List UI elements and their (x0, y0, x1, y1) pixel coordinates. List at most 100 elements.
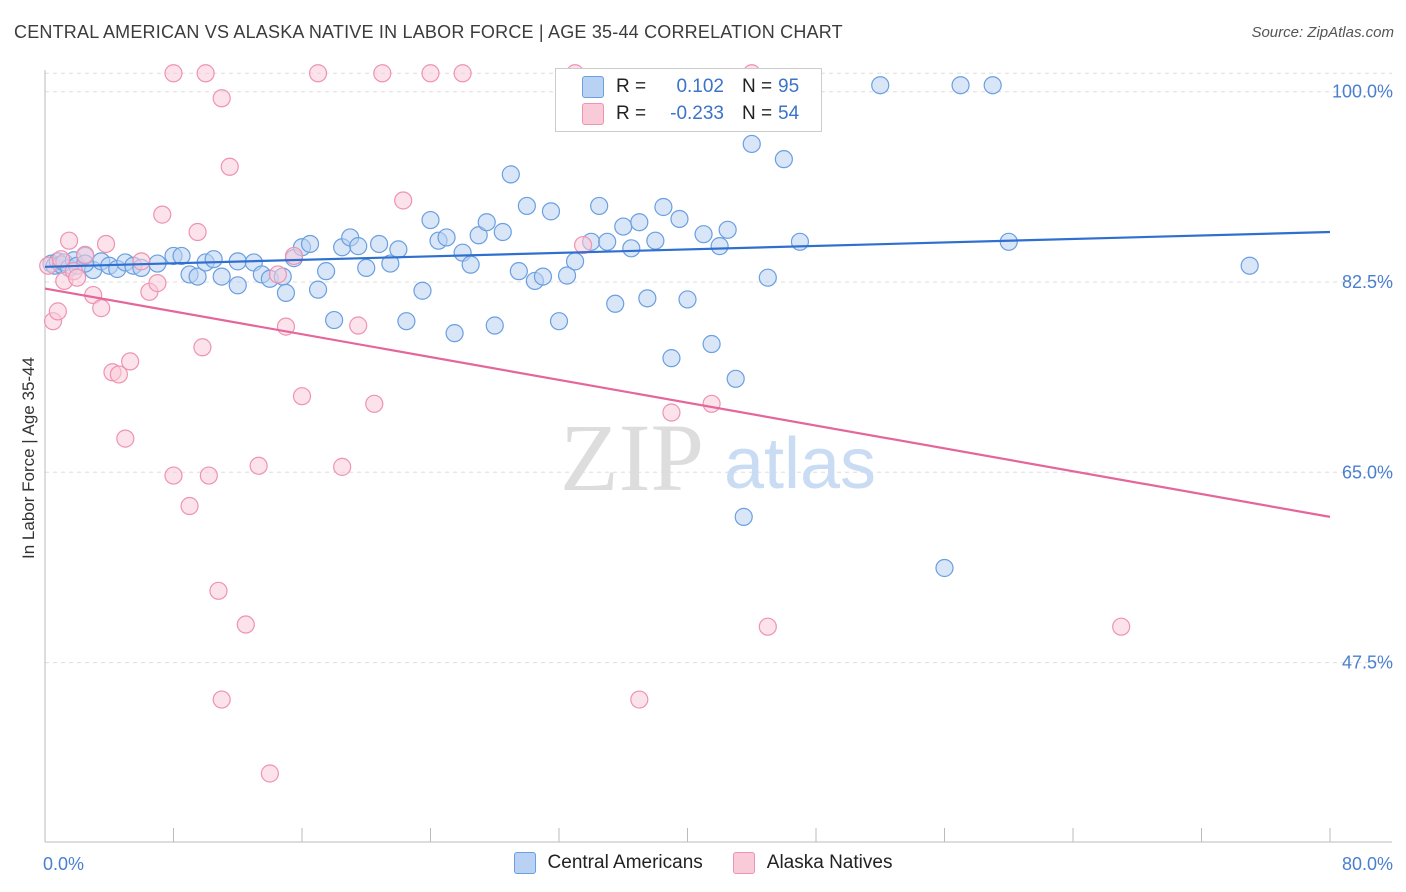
chart-title: CENTRAL AMERICAN VS ALASKA NATIVE IN LAB… (14, 22, 843, 42)
trend-line-alaska-natives (44, 287, 1331, 518)
legend-n-label: N = (742, 103, 773, 124)
data-point (710, 237, 729, 256)
trend-lines (44, 230, 1331, 518)
data-point (533, 267, 553, 286)
data-point (1112, 617, 1131, 636)
correlation-legend: R = 0.102 N = 95 R = -0.233 N = 54 (555, 68, 822, 132)
tick-labels: 47.5% 65.0% 82.5% 100.0% 0.0% 80.0% (43, 82, 1393, 874)
y-tick-label: 65.0% (1342, 462, 1393, 482)
data-point (951, 76, 970, 95)
data-point (469, 226, 488, 245)
data-point (501, 165, 520, 184)
data-point (662, 403, 681, 422)
data-point (983, 76, 1002, 95)
data-point (598, 232, 617, 251)
legend-r-label: R = (616, 76, 647, 97)
data-point (742, 134, 761, 154)
data-point (461, 255, 480, 274)
trend-line-central-americans (44, 230, 1331, 268)
data-point (76, 245, 95, 264)
data-point (654, 197, 673, 217)
data-point (614, 217, 633, 236)
legend-row-central-americans: R = 0.102 N = 95 (582, 74, 799, 100)
data-point (236, 615, 255, 634)
legend-swatch-blue (582, 76, 604, 98)
y-tick-label: 47.5% (1342, 653, 1393, 673)
data-point (453, 64, 472, 83)
data-point (565, 252, 585, 271)
data-point (718, 220, 737, 239)
data-point (517, 196, 536, 216)
legend-r-value: -0.233 (670, 103, 724, 124)
gridlines (45, 72, 1392, 664)
data-point (349, 237, 368, 256)
watermark: ZIP atlas (560, 404, 876, 511)
legend-n-value: 54 (778, 103, 800, 124)
data-point (477, 213, 496, 232)
data-point (413, 281, 432, 300)
data-point (678, 290, 697, 309)
data-point (397, 312, 416, 331)
data-point (373, 64, 392, 83)
data-point (209, 581, 228, 600)
x-tick-label: 0.0% (43, 854, 84, 874)
data-point (389, 240, 408, 259)
data-point (48, 302, 67, 321)
data-point (196, 64, 215, 83)
data-point (164, 466, 183, 485)
data-point (357, 258, 376, 277)
legend-label: Alaska Natives (766, 852, 893, 873)
legend-swatch-blue (513, 852, 536, 874)
data-point (493, 222, 512, 242)
data-point (630, 213, 649, 232)
data-point (935, 558, 954, 578)
data-point (68, 268, 87, 287)
watermark-zip: ZIP (560, 404, 704, 511)
data-point (333, 457, 352, 476)
data-point (590, 196, 609, 216)
data-point (109, 365, 128, 384)
legend-r-label: R = (616, 103, 647, 124)
data-point (670, 209, 689, 229)
data-point (421, 210, 440, 230)
data-point (193, 338, 212, 357)
data-point (606, 294, 625, 313)
data-point (702, 394, 721, 413)
data-point (734, 507, 753, 526)
data-point (212, 89, 231, 108)
legend-item-central-americans[interactable]: Central Americans (513, 852, 703, 874)
data-point (381, 254, 400, 273)
legend-item-alaska-natives[interactable]: Alaska Natives (732, 852, 893, 874)
data-point (153, 205, 172, 224)
data-point (96, 234, 116, 254)
data-point (220, 157, 239, 176)
data-point (212, 267, 231, 286)
series-legend: Central Americans Alaska Natives (0, 852, 1406, 874)
data-point (646, 231, 665, 250)
data-point (132, 252, 151, 271)
data-point (59, 231, 79, 250)
axes (44, 70, 1392, 843)
data-point (365, 394, 384, 413)
x-tick-label: 80.0% (1342, 854, 1393, 874)
legend-swatch-pink (582, 103, 604, 125)
y-tick-label: 100.0% (1332, 82, 1393, 102)
data-point (92, 299, 111, 318)
data-point (349, 316, 368, 335)
data-point (212, 690, 231, 709)
data-point (630, 690, 649, 709)
y-axis-label: In Labor Force | Age 35-44 (19, 357, 38, 559)
legend-r-value: 0.102 (676, 76, 724, 97)
data-point (557, 266, 577, 285)
data-point (276, 283, 296, 303)
legend-n-label: N = (742, 76, 773, 97)
data-point (694, 225, 713, 244)
data-point (172, 246, 191, 266)
data-point (199, 466, 218, 485)
data-point (485, 316, 504, 335)
data-point (758, 268, 777, 287)
data-point (180, 496, 199, 516)
data-point (228, 276, 247, 295)
data-point (1240, 256, 1259, 275)
